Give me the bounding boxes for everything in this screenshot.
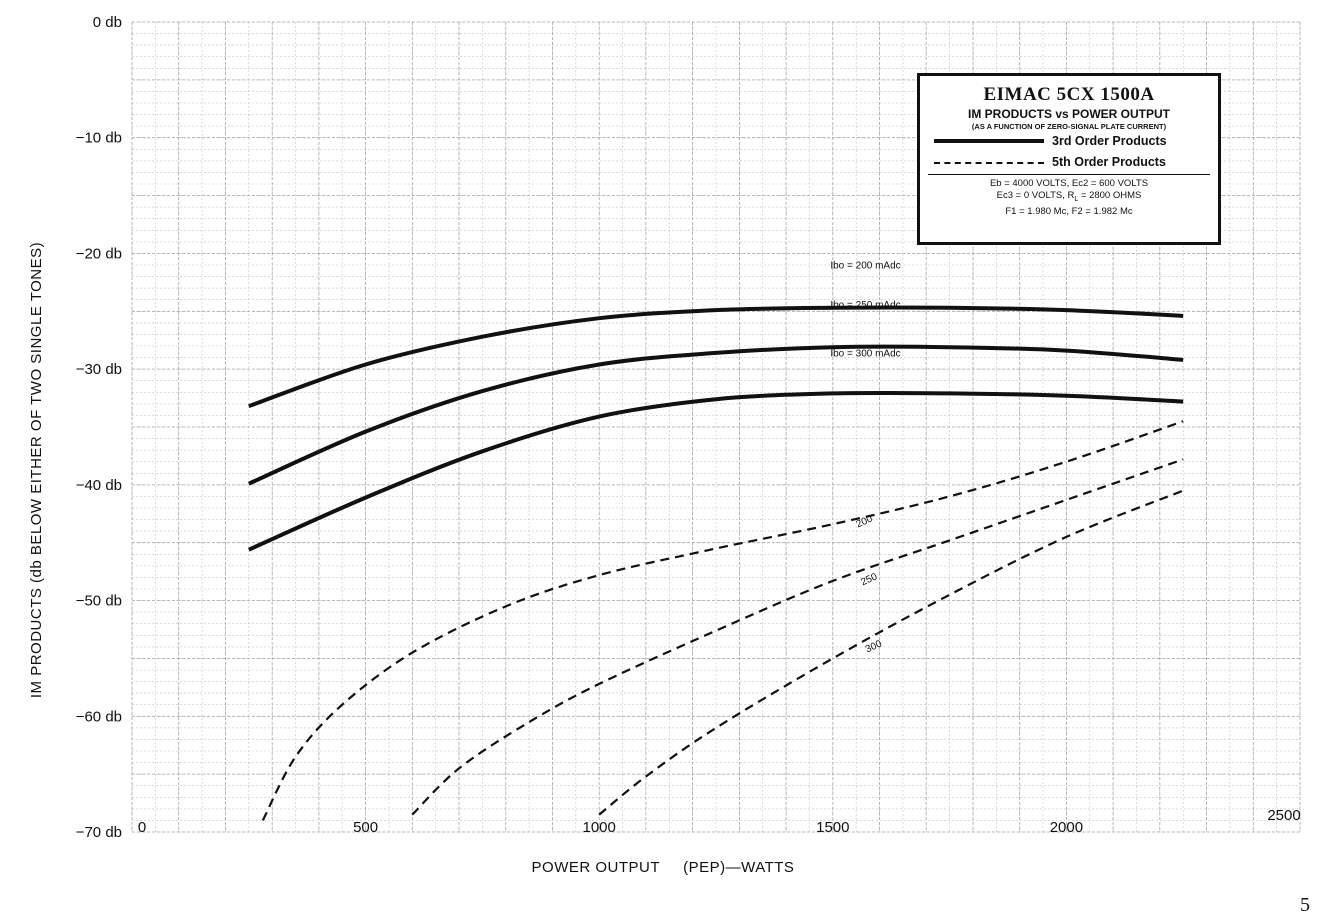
curve-label: Ibo = 250 mAdc <box>830 300 900 311</box>
solid-line-swatch <box>934 139 1044 143</box>
fifth-order-curve <box>411 458 1184 816</box>
x-tick-label: 500 <box>353 819 378 836</box>
curve-label: Ibo = 200 mAdc <box>830 261 900 272</box>
legend-condition: Ec3 = 0 VOLTS, RL = 2800 OHMS <box>920 190 1218 206</box>
x-tick-label: 2000 <box>1050 819 1083 836</box>
third-order-curve <box>247 390 1184 552</box>
legend-condition: Eb = 4000 VOLTS, Ec2 = 600 VOLTS <box>989 178 1149 189</box>
x-axis-title: POWER OUTPUT (PEP)—WATTS <box>532 859 795 876</box>
legend-entry-5th-order: 5th Order Products <box>930 152 1208 173</box>
y-tick-label: −60 db <box>76 708 122 725</box>
legend-subtitle: IM PRODUCTS vs POWER OUTPUT <box>967 107 1170 121</box>
legend-box: EIMAC 5CX 1500A IM PRODUCTS vs POWER OUT… <box>917 73 1221 245</box>
fifth-order-curve <box>598 489 1184 816</box>
legend-entry-label: 5th Order Products <box>1052 155 1166 169</box>
x-tick-label: 1000 <box>583 819 616 836</box>
y-tick-label: −10 db <box>76 130 122 147</box>
legend-condition: F1 = 1.980 Mc, F2 = 1.982 Mc <box>1005 205 1133 217</box>
y-tick-label: −20 db <box>76 245 122 262</box>
legend-divider <box>928 174 1210 175</box>
y-tick-label: 0 db <box>93 14 122 31</box>
curves <box>247 305 1184 821</box>
y-tick-label: −70 db <box>76 824 122 841</box>
fifth-order-curve <box>261 420 1184 821</box>
y-tick-label: −30 db <box>76 361 122 378</box>
x-axis-ticks: 0 500 1000 1500 2000 2500 <box>138 807 1301 836</box>
condition-text: = 2800 OHMS <box>1078 190 1142 201</box>
y-tick-label: −50 db <box>76 593 122 610</box>
y-tick-label: −40 db <box>76 477 122 494</box>
x-tick-label: 0 <box>138 819 146 836</box>
y-axis-title: IM PRODUCTS (db BELOW EITHER OF TWO SING… <box>28 242 45 698</box>
legend-title: EIMAC 5CX 1500A <box>983 84 1155 105</box>
page-number: 5 <box>1300 894 1310 916</box>
legend-entry-label: 3rd Order Products <box>1052 134 1167 148</box>
x-tick-label: 1500 <box>816 819 849 836</box>
third-order-curve <box>248 305 1184 409</box>
legend-note: (AS A FUNCTION OF ZERO-SIGNAL PLATE CURR… <box>971 122 1167 131</box>
condition-text: Ec3 = 0 VOLTS, R <box>996 190 1075 201</box>
legend-entry-3rd-order: 3rd Order Products <box>930 131 1208 152</box>
y-axis-ticks: 0 db −10 db −20 db −30 db −40 db −50 db −60 db… <box>76 14 122 841</box>
dashed-line-swatch <box>934 162 1044 164</box>
curve-labels: Ibo = 200 mAdc Ibo = 250 mAdc Ibo = 300 mA… <box>830 261 900 656</box>
x-tick-label: 2500 <box>1267 807 1300 824</box>
third-order-curve <box>247 344 1184 486</box>
curve-label: 300 <box>864 638 884 655</box>
curve-label: 250 <box>859 571 879 588</box>
curve-label: Ibo = 300 mAdc <box>830 348 900 359</box>
condition-subscript: L <box>1074 195 1079 203</box>
